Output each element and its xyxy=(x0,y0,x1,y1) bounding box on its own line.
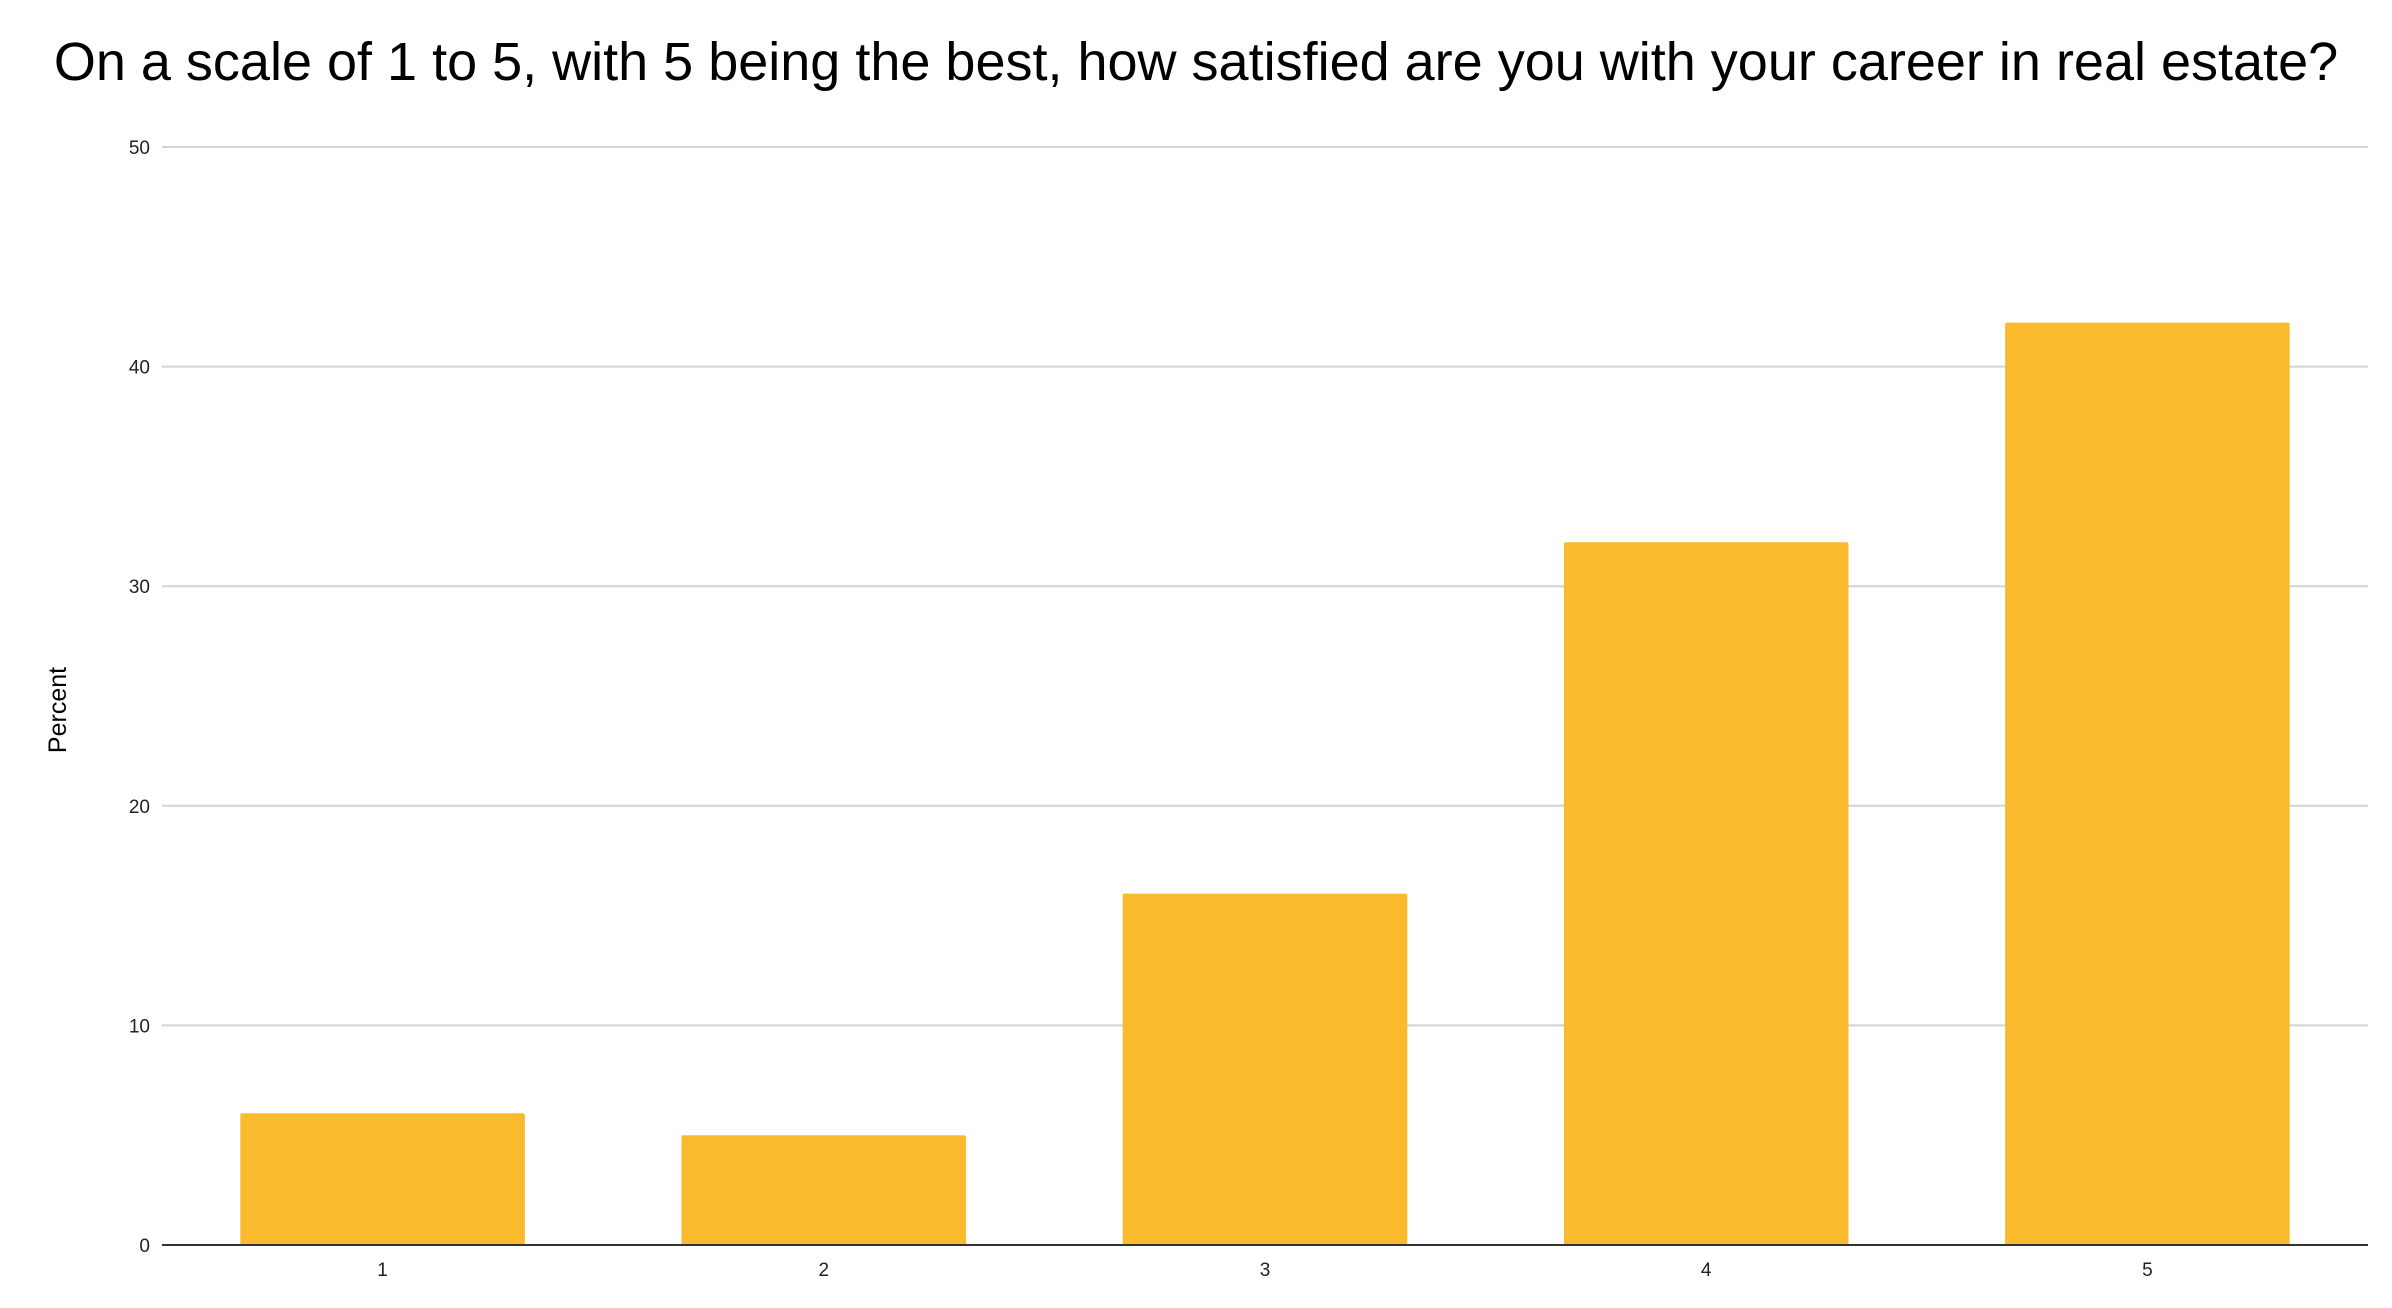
x-tick-label-1: 1 xyxy=(377,1260,388,1281)
y-tick-label-20: 20 xyxy=(129,797,150,818)
y-tick-label-10: 10 xyxy=(129,1016,150,1037)
y-tick-label-0: 0 xyxy=(139,1236,150,1257)
y-axis-title: Percent xyxy=(44,667,72,753)
x-tick-label-2: 2 xyxy=(819,1260,830,1281)
bar-4 xyxy=(1563,542,1849,1245)
y-tick-label-40: 40 xyxy=(129,358,150,379)
x-tick-label-5: 5 xyxy=(2142,1260,2153,1281)
bars xyxy=(240,322,2290,1245)
gridlines xyxy=(162,146,2368,1027)
tick-labels: 0 10 20 30 40 50 1 2 3 4 5 xyxy=(129,138,2153,1281)
x-tick-label-3: 3 xyxy=(1260,1260,1271,1281)
chart-title: On a scale of 1 to 5, with 5 being the b… xyxy=(53,32,2339,92)
bar-1 xyxy=(240,1113,525,1245)
bar-5 xyxy=(2005,322,2290,1245)
y-tick-label-30: 30 xyxy=(129,577,150,598)
bar-2 xyxy=(681,1135,967,1245)
y-tick-label-50: 50 xyxy=(129,138,150,159)
x-tick-label-4: 4 xyxy=(1701,1260,1712,1281)
bar-3 xyxy=(1122,893,1408,1245)
